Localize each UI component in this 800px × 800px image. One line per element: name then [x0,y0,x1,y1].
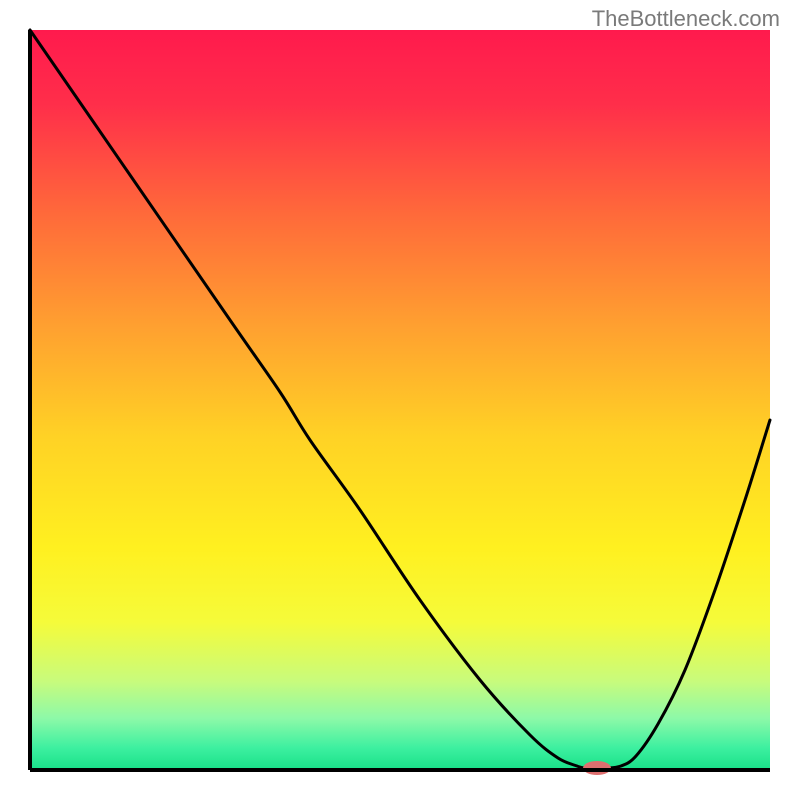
watermark-text: TheBottleneck.com [592,6,780,32]
plot-background [30,30,770,770]
chart-container: TheBottleneck.com [0,0,800,800]
bottleneck-chart [0,0,800,800]
